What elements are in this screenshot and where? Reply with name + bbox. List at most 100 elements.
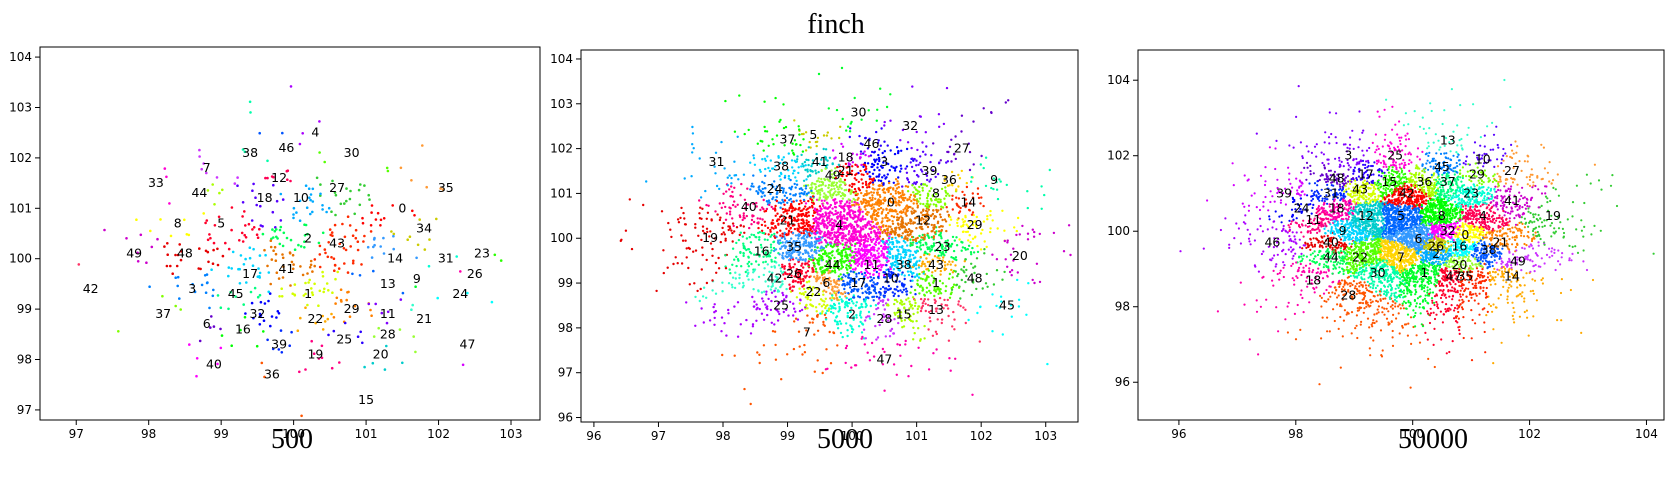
data-point (733, 354, 736, 357)
data-point (227, 266, 231, 269)
data-point (848, 211, 851, 214)
data-point (810, 232, 813, 235)
data-point (797, 330, 801, 333)
data-point (1010, 269, 1014, 272)
data-point (901, 262, 904, 265)
data-point (829, 210, 832, 213)
data-point (1006, 265, 1009, 268)
data-point (910, 235, 914, 239)
data-point (219, 327, 222, 331)
cluster-label: 11 (864, 257, 880, 272)
data-point (821, 246, 824, 249)
data-point (274, 252, 278, 256)
data-point (871, 245, 875, 249)
data-point (815, 279, 819, 282)
data-point (210, 315, 213, 318)
data-point (931, 212, 935, 216)
data-point (800, 165, 803, 168)
data-point (828, 223, 831, 227)
data-point (924, 153, 927, 156)
data-point (837, 193, 840, 196)
data-point (955, 236, 958, 239)
data-point (840, 236, 843, 240)
data-point (775, 134, 779, 137)
data-point (845, 296, 848, 300)
data-point (918, 259, 921, 262)
data-point (714, 172, 717, 175)
data-point (772, 196, 775, 199)
data-point (825, 134, 829, 137)
data-point (815, 237, 818, 241)
data-point (940, 228, 943, 232)
data-point (733, 230, 736, 233)
data-point (802, 179, 806, 182)
data-point (915, 164, 918, 167)
data-point (1018, 233, 1021, 236)
data-point (847, 264, 850, 268)
data-point (237, 267, 240, 271)
data-point (889, 287, 892, 291)
data-point (720, 330, 723, 333)
data-point (858, 213, 861, 216)
data-point (724, 99, 727, 103)
data-point (870, 198, 874, 201)
data-point (941, 259, 944, 262)
data-point (830, 231, 834, 235)
data-point (691, 132, 695, 135)
data-point (415, 256, 418, 260)
data-point (953, 239, 956, 242)
data-point (908, 307, 911, 310)
data-point (317, 357, 321, 360)
data-point (698, 217, 702, 220)
data-point (823, 220, 826, 223)
data-point (926, 252, 929, 256)
data-point (901, 185, 904, 188)
data-point (872, 191, 875, 194)
data-point (826, 221, 830, 225)
data-point (837, 188, 840, 191)
data-point (889, 192, 893, 196)
data-point (788, 283, 791, 286)
data-point (852, 294, 855, 297)
data-point (944, 267, 948, 271)
data-point (750, 233, 753, 236)
data-point (778, 253, 781, 256)
data-point (748, 236, 751, 239)
data-point (906, 185, 910, 188)
data-point (743, 132, 746, 136)
data-point (705, 203, 708, 207)
data-point (885, 176, 888, 179)
data-point (863, 271, 867, 275)
data-point (367, 302, 371, 306)
data-point (161, 294, 164, 298)
data-point (691, 143, 694, 146)
data-point (951, 276, 954, 279)
data-point (814, 172, 818, 175)
data-point (766, 155, 769, 158)
data-point (840, 66, 844, 70)
data-point (309, 198, 312, 202)
data-point (853, 201, 856, 204)
data-point (276, 310, 280, 313)
x-tick-label: 101 (355, 427, 378, 441)
data-point (697, 234, 700, 237)
data-point (889, 329, 892, 332)
data-point (670, 235, 673, 239)
data-point (781, 251, 785, 255)
cluster-label: 47 (460, 336, 476, 351)
data-point (921, 277, 924, 281)
data-point (183, 218, 186, 222)
data-point (882, 276, 886, 279)
data-point (281, 198, 285, 201)
data-point (823, 250, 827, 253)
data-point (227, 307, 230, 311)
data-point (855, 251, 858, 254)
data-point (1005, 183, 1008, 187)
data-point (854, 304, 858, 307)
cluster-label: 36 (941, 172, 957, 187)
data-point (770, 258, 773, 262)
data-point (720, 140, 723, 144)
data-point (701, 207, 704, 210)
data-point (755, 319, 758, 322)
data-point (148, 285, 151, 289)
